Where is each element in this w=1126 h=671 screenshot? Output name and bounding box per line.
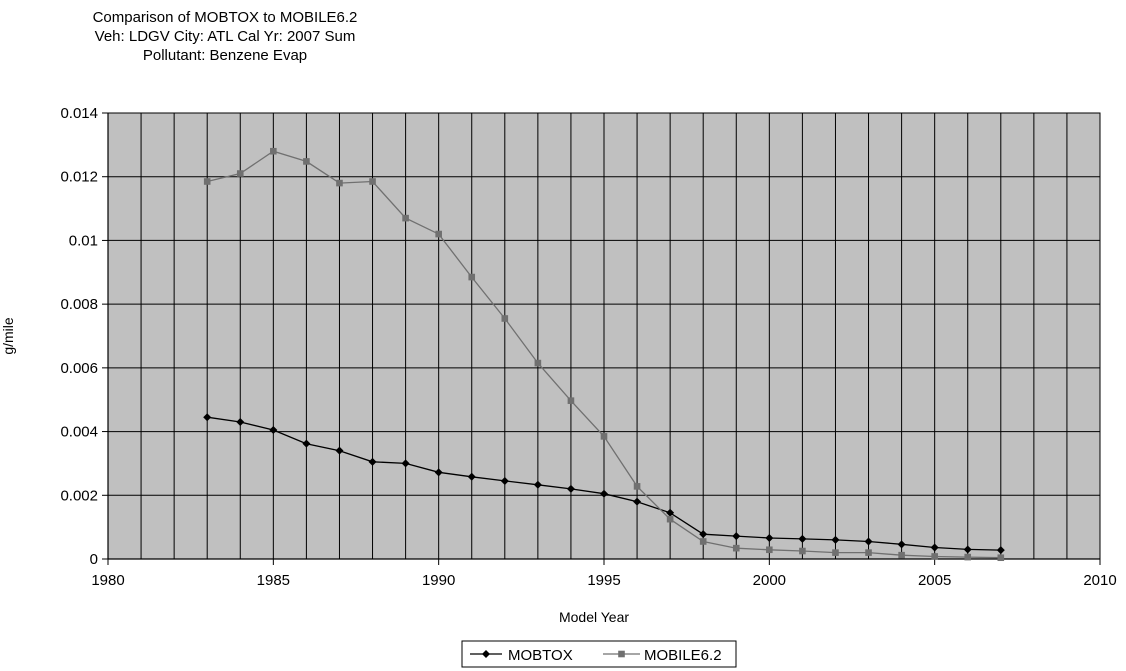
- x-tick-label: 1990: [422, 572, 455, 589]
- data-point: [600, 433, 608, 440]
- series-mobtox: [203, 413, 1005, 555]
- legend-box: [461, 640, 737, 668]
- data-point: [996, 546, 1005, 555]
- data-point: [963, 545, 972, 554]
- legend: MOBTOX MOBILE6.2: [461, 640, 737, 668]
- y-tick-label: 0.006: [60, 360, 98, 377]
- data-point: [302, 439, 311, 448]
- data-point: [303, 158, 310, 165]
- title-line-3: Pollutant: Benzene Evap: [143, 47, 307, 64]
- title-line-2: Veh: LDGV City: ATL Cal Yr: 2007 Sum: [95, 28, 356, 45]
- data-point: [435, 230, 442, 238]
- data-point: [533, 480, 542, 489]
- x-tick-label: 1985: [257, 572, 290, 589]
- y-tick-label: 0.002: [60, 487, 98, 504]
- data-point: [997, 554, 1005, 562]
- chart-title: Comparison of MOBTOX to MOBILE6.2 Veh: LD…: [93, 9, 358, 64]
- x-axis-ticks: 1980 1985 1990 1995 2000 2005 2010: [91, 559, 1117, 589]
- y-tick-label: 0.01: [69, 232, 98, 249]
- data-point: [468, 273, 476, 281]
- horizontal-gridlines: [108, 176, 1100, 496]
- data-point: [534, 359, 542, 367]
- legend-label: MOBTOX: [508, 647, 573, 664]
- y-axis-label: g/mile: [0, 317, 16, 355]
- data-point: [732, 544, 740, 552]
- data-point: [633, 483, 641, 490]
- data-point: [699, 530, 708, 539]
- data-point: [864, 537, 873, 546]
- data-point: [401, 459, 410, 468]
- data-point: [931, 553, 938, 560]
- legend-entry: MOBILE6.2: [603, 647, 722, 664]
- y-tick-label: 0.008: [60, 296, 98, 313]
- data-point: [368, 457, 377, 466]
- data-point: [600, 489, 608, 498]
- data-point: [799, 547, 806, 555]
- data-point: [832, 549, 839, 556]
- data-point: [865, 549, 872, 556]
- y-axis-ticks: 0 0.002 0.004 0.006 0.008 0.01 0.012 0.014: [60, 105, 108, 568]
- data-point: [236, 170, 244, 177]
- x-tick-label: 1995: [587, 572, 620, 589]
- data-point: [666, 508, 675, 517]
- data-point: [566, 484, 575, 493]
- legend-label: MOBILE6.2: [644, 647, 722, 664]
- data-point: [699, 538, 707, 545]
- data-point: [369, 178, 376, 185]
- data-point: [567, 397, 575, 404]
- y-tick-label: 0: [90, 551, 98, 568]
- x-tick-label: 2010: [1083, 572, 1116, 589]
- vertical-gridlines: [140, 113, 1068, 559]
- x-tick-label: 1980: [91, 572, 124, 589]
- data-point: [964, 553, 972, 561]
- data-point: [270, 147, 277, 155]
- data-point: [765, 533, 774, 542]
- data-point: [500, 476, 509, 485]
- y-tick-label: 0.012: [60, 169, 98, 186]
- x-axis-label: Model Year: [559, 609, 629, 625]
- data-point: [467, 472, 476, 481]
- x-tick-label: 2000: [753, 572, 786, 589]
- data-point: [798, 534, 807, 543]
- data-point: [501, 315, 509, 322]
- y-tick-label: 0.014: [60, 105, 98, 122]
- data-point: [269, 425, 278, 434]
- data-point: [203, 413, 212, 422]
- data-point: [898, 551, 905, 559]
- legend-marker: [618, 650, 625, 658]
- series-mobile6-2: [203, 147, 1005, 562]
- y-tick-label: 0.004: [60, 424, 98, 441]
- data-point: [336, 179, 343, 187]
- data-point: [831, 535, 840, 544]
- legend-entry: MOBTOX: [470, 647, 573, 664]
- data-point: [930, 543, 939, 552]
- title-line-1: Comparison of MOBTOX to MOBILE6.2: [93, 9, 358, 26]
- x-tick-label: 2005: [918, 572, 951, 589]
- data-point: [434, 468, 443, 477]
- data-point: [766, 546, 773, 554]
- data-point: [236, 418, 245, 427]
- data-point: [335, 446, 344, 455]
- series-group: [203, 147, 1005, 562]
- legend-marker: [482, 650, 490, 658]
- data-point: [666, 515, 674, 523]
- data-point: [732, 532, 741, 541]
- data-point: [402, 214, 409, 222]
- data-point: [203, 178, 211, 185]
- data-point: [633, 497, 642, 506]
- data-point: [897, 540, 906, 549]
